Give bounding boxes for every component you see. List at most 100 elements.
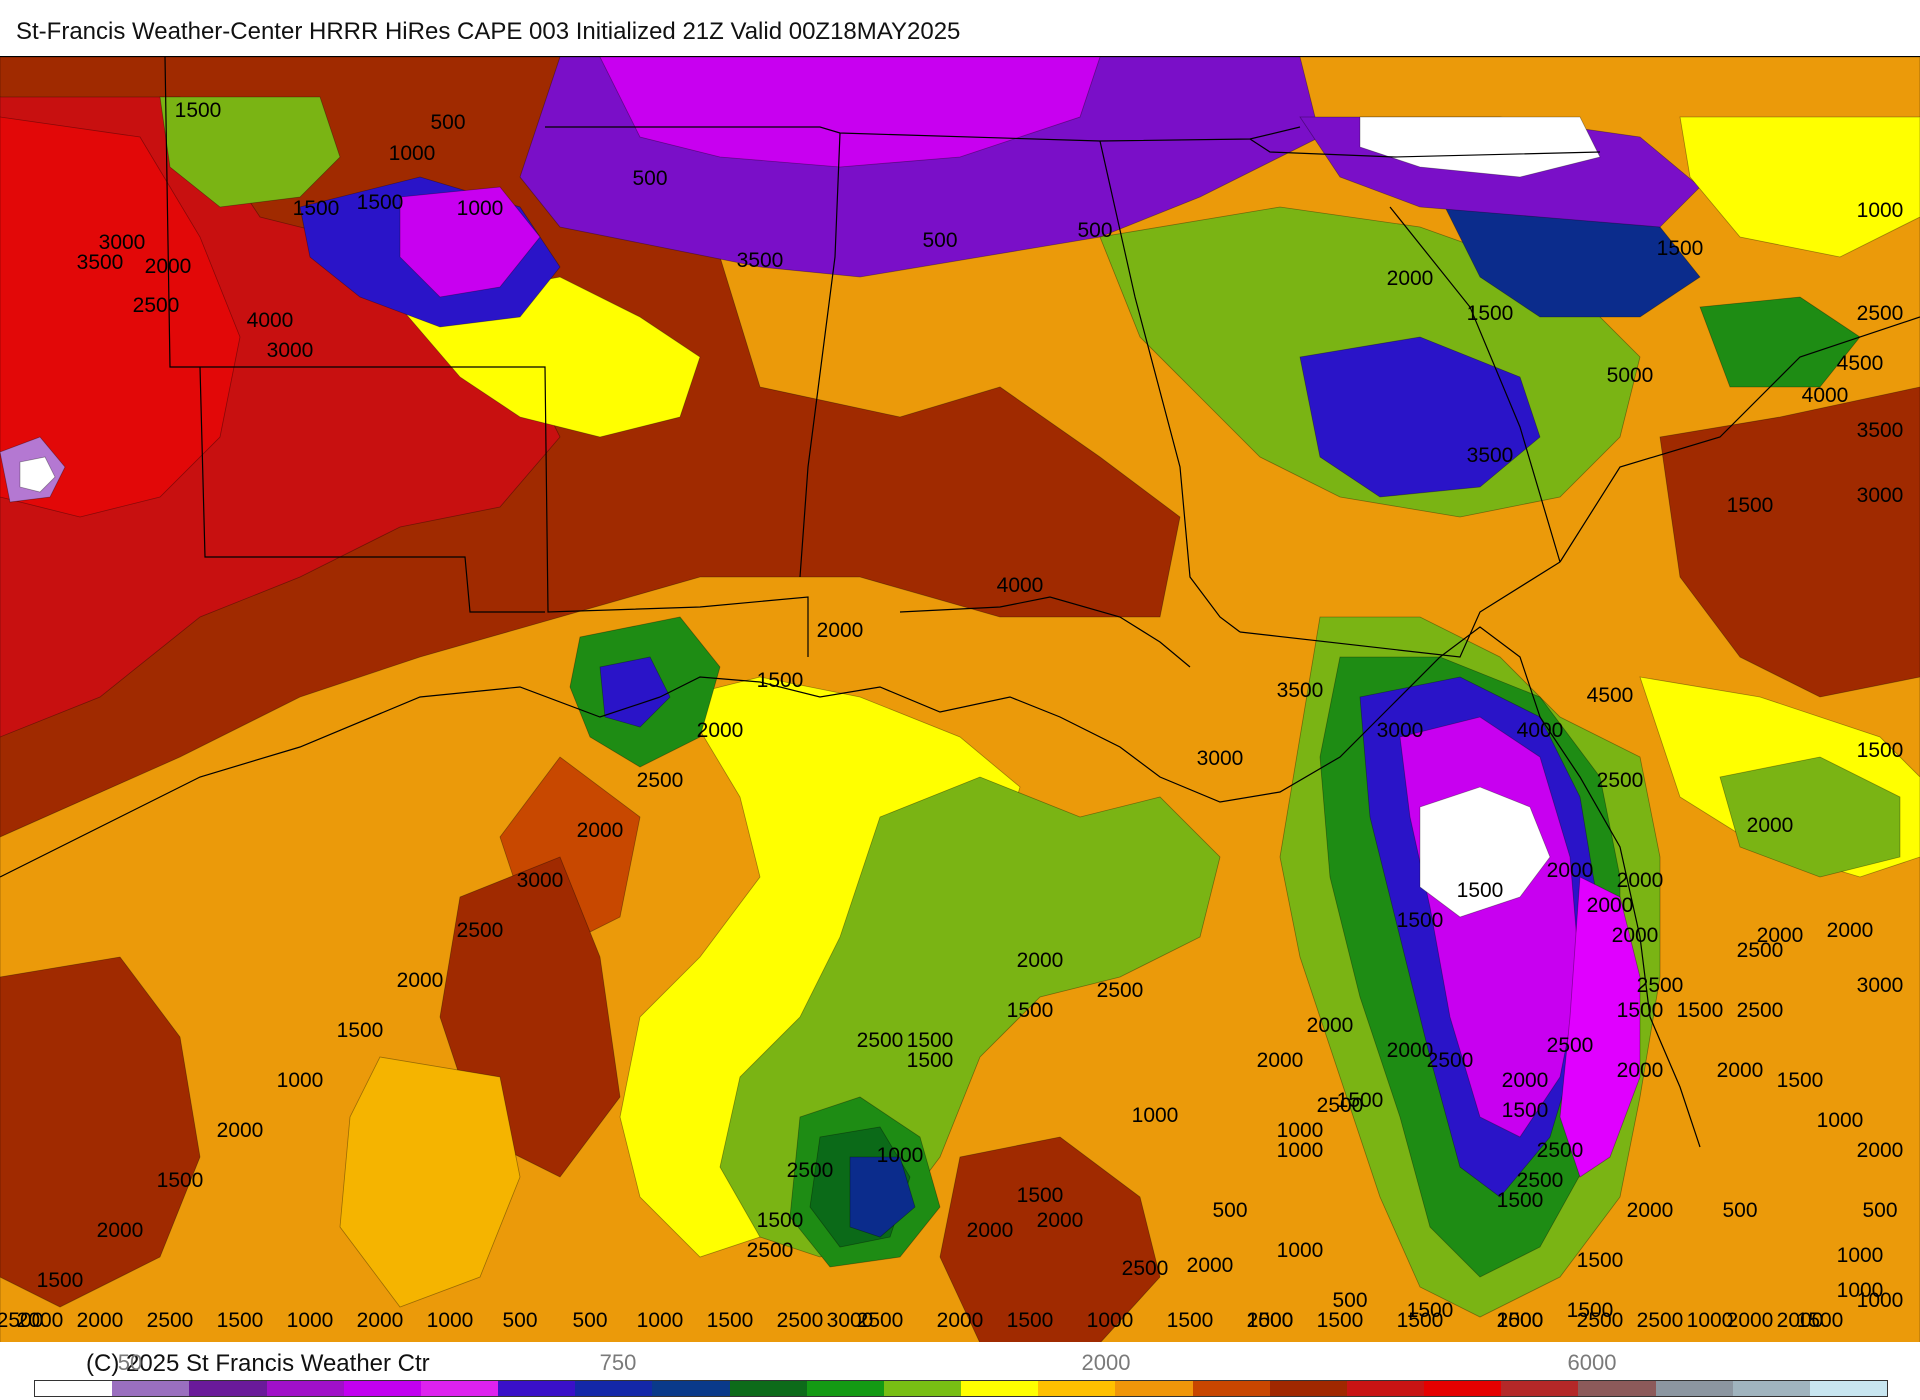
contour-label: 1500 [1397,909,1444,932]
contour-label: 2500 [747,1239,794,1262]
contour-label: 1500 [293,197,340,220]
contour-label: 4000 [1802,384,1849,407]
coastline [0,686,661,878]
contour-label: 2000 [397,969,444,992]
state-borders-layer [0,57,1920,1148]
contour-label: 4000 [997,574,1044,597]
contour-label: 2500 [1637,974,1684,997]
state-border [1249,138,1601,158]
contour-label: 500 [502,1309,537,1332]
contour-label: 5000 [1607,364,1654,387]
copyright-notice: (C) 2025 St Francis Weather Ctr [86,1350,430,1377]
cape-region-lime [1719,756,1901,878]
contour-label: 3000 [1377,719,1424,742]
contour-label: 2000 [1827,919,1874,942]
contour-label: 1500 [1407,1299,1454,1322]
contour-label: 2500 [457,919,504,942]
colorbar-swatch [1809,1381,1888,1396]
contour-label: 2500 [1577,1309,1624,1332]
contour-label: 2500 [637,769,684,792]
colorbar-swatch [1655,1381,1733,1396]
contour-label: 1500 [1727,494,1774,517]
state-border [1099,140,1241,633]
contour-label: 3000 [1197,747,1244,770]
contour-label: 1000 [1277,1119,1324,1142]
cape-region-navy [849,1156,916,1238]
contour-label: 2500 [777,1309,824,1332]
contour-label: 2000 [1717,1059,1764,1082]
contour-label: 2000 [937,1309,984,1332]
state-border [545,126,1301,142]
state-border [899,596,1191,668]
contour-label: 2500 [147,1309,194,1332]
colorbar-swatch [112,1381,190,1396]
contour-label: 500 [572,1309,607,1332]
cape-region-white [1359,116,1601,178]
contour-label: 2500 [1097,979,1144,1002]
colorbar-swatch [1501,1381,1579,1396]
contour-label: 3500 [1467,444,1514,467]
contour-label: 1500 [1677,999,1724,1022]
state-border [164,57,809,657]
cape-field-svg: 1500 500 1000 500 1500 1000 500 1500 500 3000 3500… [0,57,1920,1343]
contour-label: 1500 [1797,1309,1844,1332]
contour-label: 3500 [1277,679,1324,702]
contour-label: 2500 [1427,1049,1474,1072]
contour-label: 2000 [1857,1139,1904,1162]
contour-label: 1500 [337,1019,384,1042]
contour-label: 4000 [1517,719,1564,742]
cape-map[interactable]: 1500 500 1000 500 1500 1000 500 1500 500 3000 3500… [0,56,1920,1344]
contour-label: 2500 [0,1309,43,1332]
contour-label: 2000 [1617,1059,1664,1082]
contour-label: 2500 [1547,1034,1594,1057]
contour-label: 2500 [1537,1139,1584,1162]
contour-label: 500 [1722,1199,1757,1222]
contour-label: 2000 [1187,1254,1234,1277]
contour-label: 2500 [1317,1094,1364,1117]
contour-label: 1500 [1857,739,1904,762]
contour-label: 500 [430,111,465,134]
contour-label: 500 [922,229,957,252]
contour-label: 1500 [175,99,222,122]
contour-label: 2000 [1587,894,1634,917]
contour-label-layer: 1500 500 1000 500 1500 1000 500 1500 500 3000 3500… [0,99,1903,1332]
contour-label: 2000 [1387,1039,1434,1062]
contour-label: 1500 [1167,1309,1214,1332]
colorbar-swatch [498,1381,576,1396]
map-title: St-Francis Weather-Center HRRR HiRes CAP… [16,18,961,45]
contour-label: 3500 [1857,419,1904,442]
state-border [799,132,841,578]
contour-label: 4500 [1837,352,1884,375]
contour-label: 1500 [1337,1089,1384,1112]
colorbar-tick: 750 [599,1350,637,1375]
colorbar-swatch [961,1381,1039,1396]
contour-label: 3500 [77,251,124,274]
state-border [1559,316,1920,563]
contour-label: 2000 [1387,267,1434,290]
colorbar-swatch [729,1381,807,1396]
contour-label: 2000 [1307,1014,1354,1037]
contour-label: 500 [1332,1289,1367,1312]
contour-label: 1500 [1017,1184,1064,1207]
contour-label: 1500 [1467,302,1514,325]
contour-label: 1500 [157,1169,204,1192]
contour-label: 2000 [1547,859,1594,882]
contour-label: 2000 [1727,1309,1774,1332]
state-border [199,366,545,613]
contour-label: 1000 [287,1309,334,1332]
contour-label: 1500 [1397,1309,1444,1332]
colorbar-swatch [883,1381,962,1396]
contour-label: 1000 [457,197,504,220]
contour-label: 2500 [1857,302,1904,325]
contour-label: 1500 [707,1309,754,1332]
colorbar-swatch [420,1381,499,1396]
contour-label: 2000 [1747,814,1794,837]
contour-label: 2000 [217,1119,264,1142]
contour-label: 500 [1077,219,1112,242]
contour-label: 2000 [967,1219,1014,1242]
contour-label: 1500 [1577,1249,1624,1272]
contour-label: 2500 [857,1029,904,1052]
coastline [659,626,1701,1148]
contour-label: 1000 [1132,1104,1179,1127]
contour-label: 2000 [817,619,864,642]
